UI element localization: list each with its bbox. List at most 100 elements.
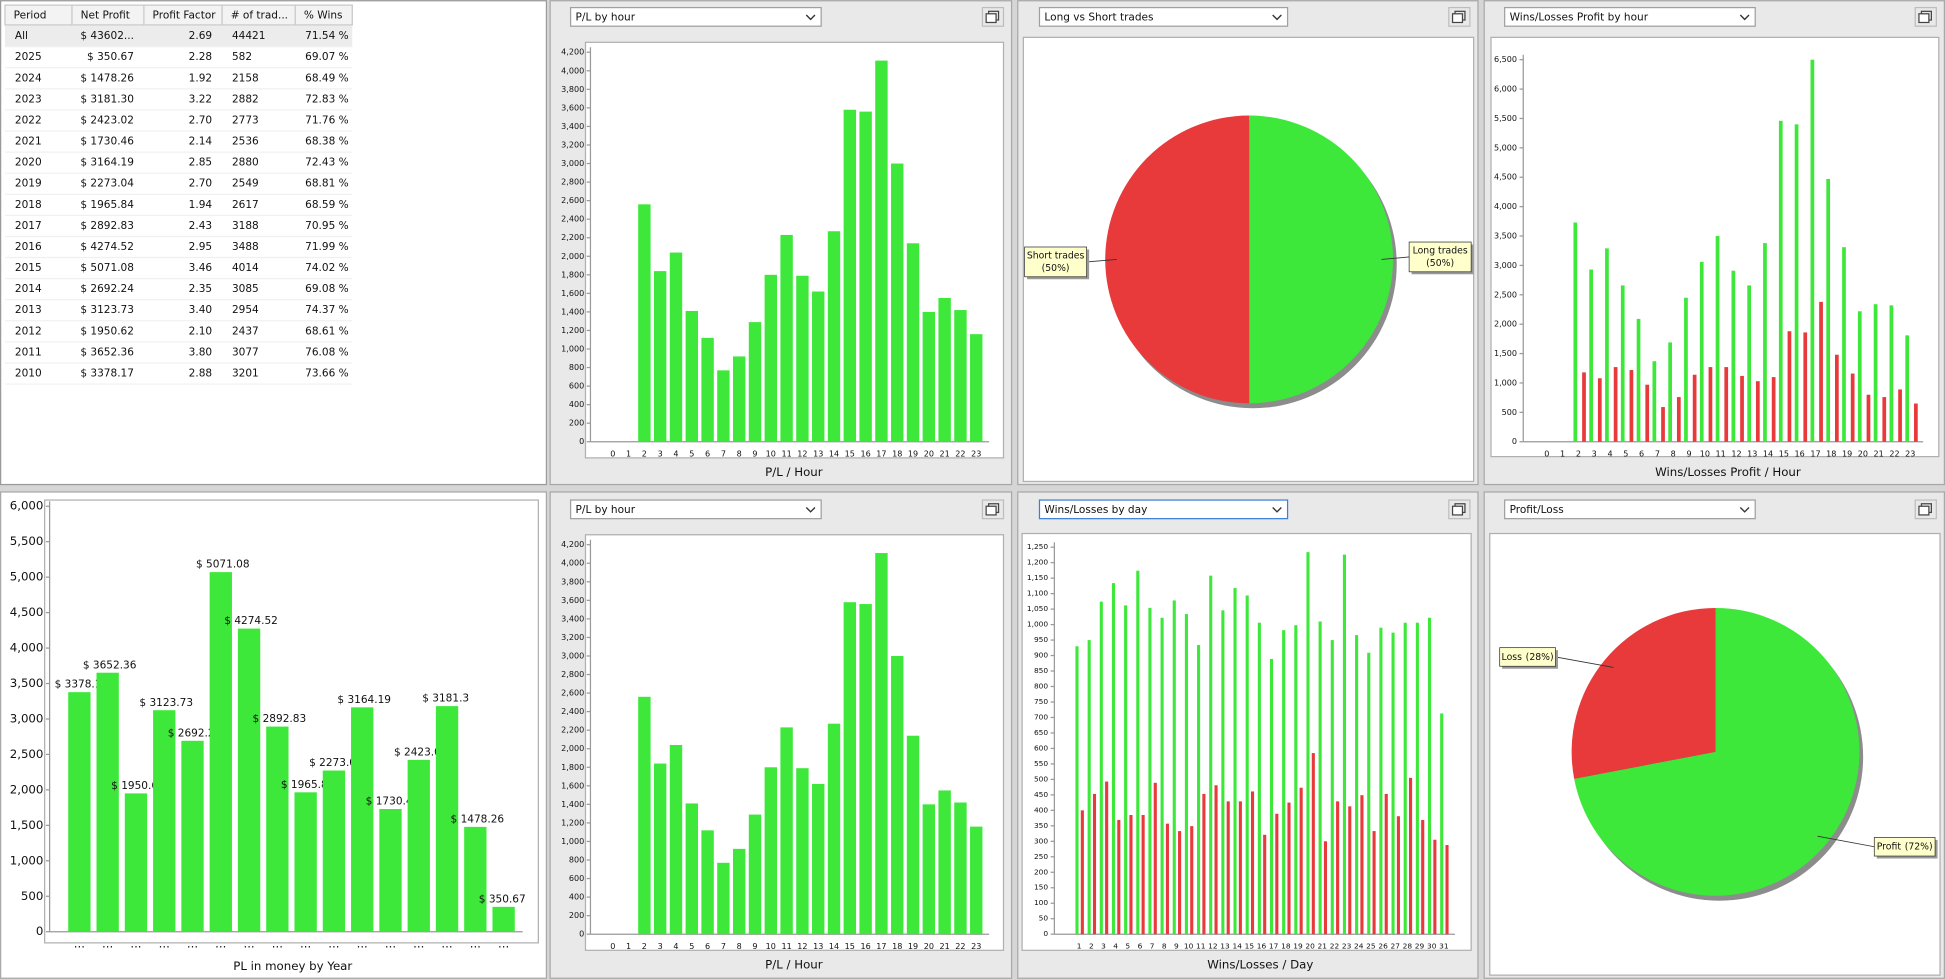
dropdown-label[interactable]: Wins/Losses Profit by hour xyxy=(1510,12,1649,24)
bar xyxy=(906,243,920,442)
y-tick-label: 2,200 xyxy=(561,233,584,242)
dropdown-arrow xyxy=(1739,507,1750,513)
bar xyxy=(351,707,374,932)
dropdown[interactable] xyxy=(1504,6,1756,27)
x-tick-label: 19 xyxy=(908,450,918,459)
y-tick-label: 200 xyxy=(569,419,584,428)
pie-label-box xyxy=(1408,241,1472,273)
table-cell: 2.35 xyxy=(189,283,212,295)
bar xyxy=(407,759,430,932)
y-tick-label: 3,500 xyxy=(10,676,44,690)
x-tick-label: 22 xyxy=(1889,450,1899,459)
y-tick-label: 0 xyxy=(579,437,584,446)
dropdown-label[interactable]: Long vs Short trades xyxy=(1044,12,1153,24)
x-tick-label: 4 xyxy=(1113,942,1118,951)
bar xyxy=(1905,335,1910,442)
dropdown-label[interactable]: Profit/Loss xyxy=(1510,504,1564,516)
table-cell: 2549 xyxy=(232,178,259,190)
y-tick-label: 600 xyxy=(1034,743,1048,752)
dropdown[interactable] xyxy=(1038,499,1289,520)
y-tick-label: 1,800 xyxy=(561,270,584,279)
bar xyxy=(1391,632,1395,935)
table-cell: 2021 xyxy=(15,136,42,148)
x-tick-label: 23 xyxy=(1905,450,1915,459)
column-header[interactable]: Profit Factor xyxy=(153,10,217,22)
leader-line xyxy=(1381,256,1410,260)
x-tick-label: ... xyxy=(357,937,368,951)
bar xyxy=(435,706,459,932)
dropdown[interactable] xyxy=(569,6,822,27)
dropdown[interactable] xyxy=(569,499,822,520)
bar xyxy=(1882,397,1887,442)
dropdown-label[interactable]: Wins/Losses by day xyxy=(1044,504,1147,516)
table-cell: $ 3123.73 xyxy=(80,304,134,316)
bar xyxy=(1282,630,1286,935)
bar xyxy=(1311,753,1315,935)
y-tick-label: 3,800 xyxy=(561,85,584,94)
table-cell: 2022 xyxy=(15,114,42,126)
x-tick-label: 20 xyxy=(1858,450,1868,459)
dropdown[interactable] xyxy=(1038,6,1289,27)
y-tick-label: 1,600 xyxy=(561,289,584,298)
bar xyxy=(1238,801,1242,935)
x-tick-label: 28 xyxy=(1403,942,1413,951)
column-header[interactable]: Net Profit xyxy=(81,10,130,22)
bar xyxy=(1850,373,1855,442)
y-tick-label: 600 xyxy=(569,874,584,883)
x-tick-label: 12 xyxy=(1731,450,1741,459)
bar xyxy=(1221,610,1225,935)
x-tick-label: 11 xyxy=(1196,942,1206,951)
bar xyxy=(1676,397,1681,442)
y-tick-label: 3,000 xyxy=(10,711,44,725)
bar xyxy=(827,231,841,442)
bar xyxy=(1379,627,1383,935)
y-tick-label: 250 xyxy=(1034,852,1048,861)
bar xyxy=(1755,381,1760,442)
data-label: $ 3652.36 xyxy=(83,659,137,671)
table-cell: 2.70 xyxy=(189,114,212,126)
bar xyxy=(1597,378,1602,442)
bar xyxy=(875,553,888,935)
dropdown[interactable] xyxy=(1504,499,1756,520)
bar xyxy=(1129,814,1133,935)
y-tick-label: 2,400 xyxy=(561,215,584,224)
x-tick-label: ... xyxy=(187,937,198,951)
bar xyxy=(701,337,714,442)
x-axis-title: P/L / Hour xyxy=(765,465,823,479)
table-cell: 3.46 xyxy=(189,262,213,274)
dropdown-label[interactable]: P/L by hour xyxy=(576,12,636,24)
bar xyxy=(1440,713,1444,935)
x-tick-label: 4 xyxy=(673,942,678,951)
bar xyxy=(1209,575,1213,935)
x-tick-label: 5 xyxy=(689,942,694,951)
bar xyxy=(1190,826,1194,935)
x-tick-label: 22 xyxy=(1330,942,1339,951)
x-tick-label: 3 xyxy=(658,450,663,459)
table-cell: 2536 xyxy=(232,136,259,148)
table-cell: 2882 xyxy=(232,93,259,105)
y-tick-label: 5,000 xyxy=(10,570,44,584)
y-tick-label: 500 xyxy=(21,889,43,903)
x-tick-label: 10 xyxy=(1184,942,1194,951)
table-cell: 582 xyxy=(232,51,252,63)
dropdown-label[interactable]: P/L by hour xyxy=(576,504,636,516)
column-header[interactable]: Period xyxy=(14,10,47,22)
bar xyxy=(1415,622,1419,935)
y-tick-label: 1,500 xyxy=(10,818,44,832)
table-cell: 68.59 % xyxy=(305,199,349,211)
column-header[interactable]: # of trad... xyxy=(231,10,288,22)
x-tick-label: 6 xyxy=(1639,450,1644,459)
bar xyxy=(701,830,714,935)
y-tick-label: 600 xyxy=(569,382,584,391)
y-tick-label: 2,800 xyxy=(561,178,584,187)
x-tick-label: 7 xyxy=(721,942,726,951)
bar xyxy=(970,334,983,442)
bar xyxy=(954,802,967,935)
y-tick-label: 1,800 xyxy=(561,763,584,772)
x-tick-label: 5 xyxy=(1623,450,1628,459)
bar xyxy=(96,672,119,932)
plot-area xyxy=(1490,36,1940,458)
column-header[interactable]: % Wins xyxy=(304,10,343,22)
bar xyxy=(638,204,651,442)
y-tick-label: 1,000 xyxy=(1027,620,1049,629)
